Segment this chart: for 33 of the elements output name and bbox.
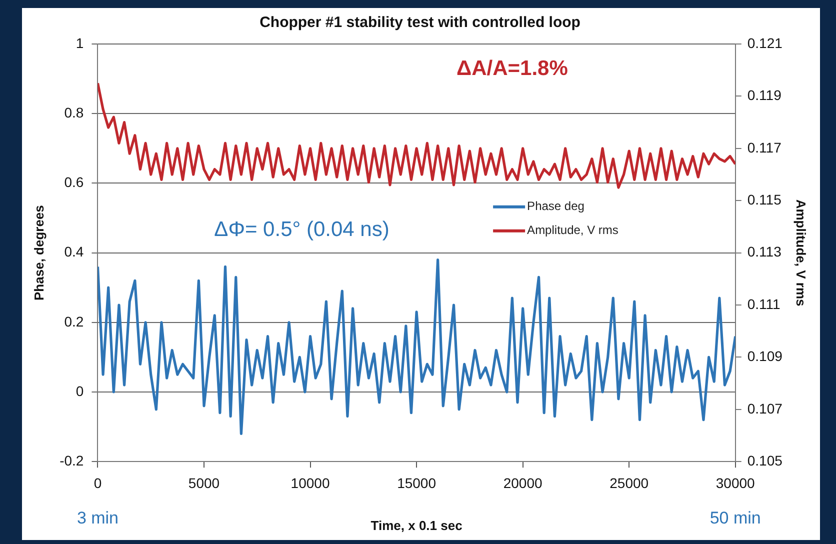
x-tick-label: 30000 [716, 474, 756, 491]
y-tick-label: 0.4 [64, 244, 84, 260]
x-tick-label: 0 [94, 474, 102, 491]
y2-tick-label: 0.105 [747, 452, 783, 468]
y-axis-title: Phase, degrees [31, 205, 46, 300]
y2-tick-label: 0.113 [747, 244, 782, 260]
y2-tick-label: 0.107 [747, 400, 783, 416]
y-tick-label: 0.2 [64, 313, 84, 330]
y2-tick-label: 0.117 [747, 139, 782, 156]
y-tick-label: 0 [76, 382, 84, 399]
annotation: ΔA/A=1.8% [456, 56, 568, 80]
y-tick-label: 1 [76, 34, 84, 51]
x-tick-label: 20000 [503, 474, 542, 491]
y-tick-label: 0.8 [64, 104, 84, 120]
legend-label: Amplitude, V rms [527, 223, 618, 238]
chart-title: Chopper #1 stability test with controlled loop [260, 14, 580, 32]
y2-tick-label: 0.115 [747, 191, 782, 208]
y2-tick-label: 0.121 [747, 34, 783, 51]
x-tick-label: 10000 [290, 474, 330, 491]
x-tick-label: 5000 [188, 474, 220, 491]
y2-tick-label: 0.119 [747, 87, 782, 104]
y-tick-label: -0.2 [60, 452, 84, 468]
y2-tick-label: 0.111 [747, 296, 781, 312]
text: 50 min [710, 508, 761, 528]
y2-axis-title: Amplitude, V rms [794, 199, 809, 306]
x-tick-label: 25000 [610, 474, 649, 491]
y-tick-label: 0.6 [64, 174, 84, 190]
text: 3 min [76, 508, 119, 528]
annotation: ΔΦ= 0.5° (0.04 ns) [214, 218, 390, 241]
x-tick-label: 15000 [397, 474, 436, 491]
x-axis-title: Time, x 0.1 sec [370, 518, 462, 533]
legend-label: Phase deg [527, 199, 584, 214]
y2-tick-label: 0.109 [747, 348, 783, 364]
